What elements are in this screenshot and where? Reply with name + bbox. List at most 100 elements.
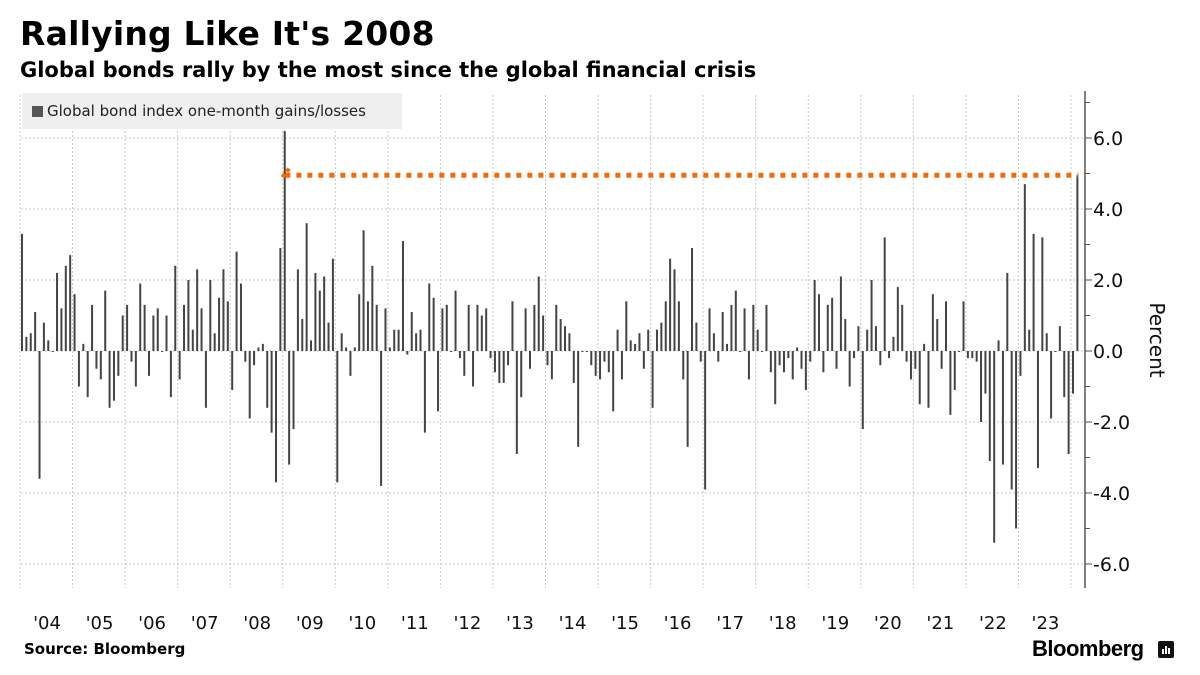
x-tick-label: '21 <box>926 613 954 634</box>
x-tick-label: '14 <box>559 613 587 634</box>
bar <box>209 280 212 351</box>
bar <box>244 351 247 362</box>
bar <box>739 351 742 352</box>
x-tick-label: '18 <box>769 613 797 634</box>
bar <box>445 304 448 351</box>
bar <box>432 297 435 351</box>
bar <box>38 351 41 479</box>
bar <box>896 287 899 351</box>
bar <box>844 319 847 351</box>
bar <box>336 351 339 483</box>
bar <box>511 301 514 351</box>
bar <box>226 301 229 351</box>
bar <box>253 351 256 366</box>
bar <box>813 280 816 351</box>
bar <box>1001 351 1004 465</box>
bar <box>761 351 764 352</box>
bar <box>734 290 737 351</box>
bar <box>266 351 269 408</box>
x-tick-label: '17 <box>716 613 744 634</box>
source-note: Source: Bloomberg <box>24 640 186 658</box>
bar <box>314 272 317 351</box>
bar <box>406 351 409 355</box>
x-tick-label: '16 <box>664 613 692 634</box>
bar <box>909 351 912 380</box>
y-tick-label: 2.0 <box>1093 270 1123 292</box>
bar <box>29 333 32 351</box>
bar <box>502 351 505 383</box>
bar <box>388 347 391 351</box>
bar <box>660 322 663 351</box>
bar <box>818 294 821 351</box>
chart-subtitle: Global bonds rally by the most since the… <box>20 58 757 82</box>
bar <box>476 304 479 351</box>
bar <box>493 351 496 373</box>
bar <box>1032 233 1035 351</box>
chart-title: Rallying Like It's 2008 <box>20 14 435 53</box>
y-tick-label: -2.0 <box>1093 412 1130 434</box>
bar <box>520 351 523 398</box>
bar <box>581 351 584 352</box>
bar <box>292 351 295 430</box>
bar <box>638 333 641 351</box>
bar <box>257 347 260 351</box>
bar <box>82 343 85 351</box>
bar <box>1063 351 1066 398</box>
bar <box>953 351 956 391</box>
brand-logo: Bloomberg <box>1032 636 1144 661</box>
bar <box>21 233 23 351</box>
bar <box>936 319 939 351</box>
bar <box>472 351 475 387</box>
annotation <box>280 167 1079 179</box>
bar <box>603 351 606 362</box>
bar <box>1041 237 1044 351</box>
bar <box>69 255 72 351</box>
x-axis-labels: '04 '05 '06 '07 '08 '09 '10 '11 '12 '13 '14 '15 '16 '… <box>33 613 1059 634</box>
bar <box>428 283 431 351</box>
bar <box>60 308 63 351</box>
y-tick-label: -4.0 <box>1093 483 1130 505</box>
bar <box>410 311 413 351</box>
bar <box>879 351 882 366</box>
bar <box>117 351 120 376</box>
bar <box>279 248 282 351</box>
bar <box>528 351 531 369</box>
bar <box>147 351 150 376</box>
bar <box>480 315 483 351</box>
bar <box>958 351 961 352</box>
bar <box>892 336 895 351</box>
x-tick-label: '12 <box>453 613 481 634</box>
bar <box>861 351 864 430</box>
bar <box>997 340 1000 351</box>
bar <box>191 329 194 351</box>
bar <box>1067 351 1070 454</box>
bar <box>782 351 785 373</box>
bar <box>564 326 567 351</box>
bar <box>585 351 588 352</box>
bar <box>699 351 702 362</box>
bar <box>975 351 978 362</box>
bar <box>34 311 37 351</box>
x-tick-label: '09 <box>296 613 324 634</box>
bar <box>752 304 755 351</box>
bloomberg-chart-icon <box>1158 641 1174 658</box>
bar <box>550 351 553 380</box>
bar <box>1050 351 1053 419</box>
bar <box>174 265 177 351</box>
bar <box>104 290 107 351</box>
bar <box>415 333 418 351</box>
bar <box>590 351 593 366</box>
bar <box>353 347 356 351</box>
bar <box>870 280 873 351</box>
bar <box>371 265 374 351</box>
bar <box>1054 351 1057 352</box>
bar <box>542 315 545 351</box>
bar <box>726 343 729 351</box>
bar <box>450 351 453 352</box>
bar <box>923 343 926 351</box>
bar <box>204 351 207 408</box>
bar <box>778 351 781 366</box>
bar <box>839 276 842 351</box>
bar <box>187 280 190 351</box>
bar <box>397 329 400 351</box>
